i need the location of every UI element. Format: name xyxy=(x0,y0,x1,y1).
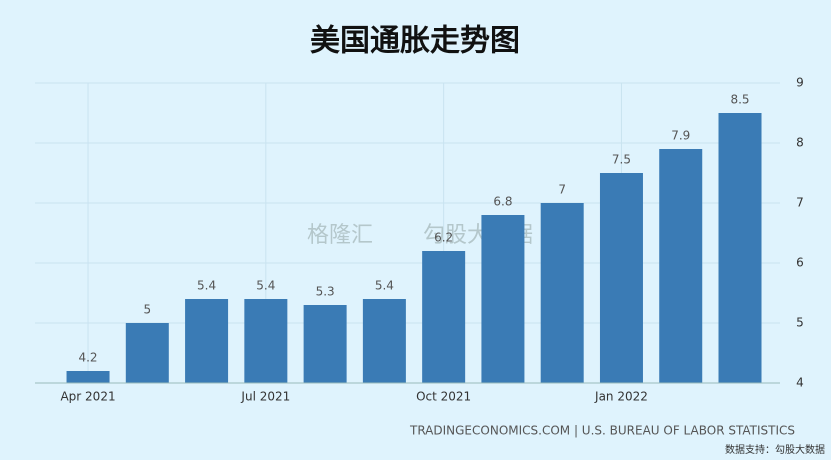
bar xyxy=(303,305,347,383)
y-tick-label: 5 xyxy=(796,316,804,330)
bar xyxy=(599,173,643,383)
watermark: 格隆汇 xyxy=(307,223,373,248)
bar xyxy=(481,215,525,383)
value-label: 7.5 xyxy=(612,153,631,167)
value-label: 7.9 xyxy=(671,129,690,143)
bar xyxy=(125,323,169,383)
footer: 数据支持：勾股大数据 xyxy=(725,443,825,456)
bar xyxy=(185,299,229,383)
y-tick-label: 4 xyxy=(796,376,804,390)
value-label: 5.3 xyxy=(316,285,335,299)
bar xyxy=(422,251,466,383)
x-tick-label: Oct 2021 xyxy=(416,390,471,404)
chart-title: 美国通胀走势图 xyxy=(310,24,520,59)
value-label: 5.4 xyxy=(256,279,275,293)
bar xyxy=(540,203,584,383)
source: TRADINGECONOMICS.COM | U.S. BUREAU OF LA… xyxy=(409,424,795,438)
x-tick-label: Jan 2022 xyxy=(594,390,648,404)
bar xyxy=(362,299,406,383)
value-label: 7 xyxy=(558,183,566,197)
bar xyxy=(66,371,110,383)
value-label: 5.4 xyxy=(197,279,216,293)
value-label: 8.5 xyxy=(730,93,749,107)
value-label: 6.2 xyxy=(434,231,453,245)
y-tick-label: 8 xyxy=(796,136,804,150)
y-tick-label: 9 xyxy=(796,76,804,90)
bar xyxy=(659,149,703,383)
bar xyxy=(244,299,288,383)
bar xyxy=(718,113,762,383)
x-tick-label: Jul 2021 xyxy=(240,390,290,404)
y-tick-label: 7 xyxy=(796,196,804,210)
value-label: 4.2 xyxy=(78,351,97,365)
y-tick-label: 6 xyxy=(796,256,804,270)
x-tick-label: Apr 2021 xyxy=(60,390,115,404)
value-label: 5.4 xyxy=(375,279,394,293)
value-label: 5 xyxy=(143,303,151,317)
value-label: 6.8 xyxy=(493,195,512,209)
